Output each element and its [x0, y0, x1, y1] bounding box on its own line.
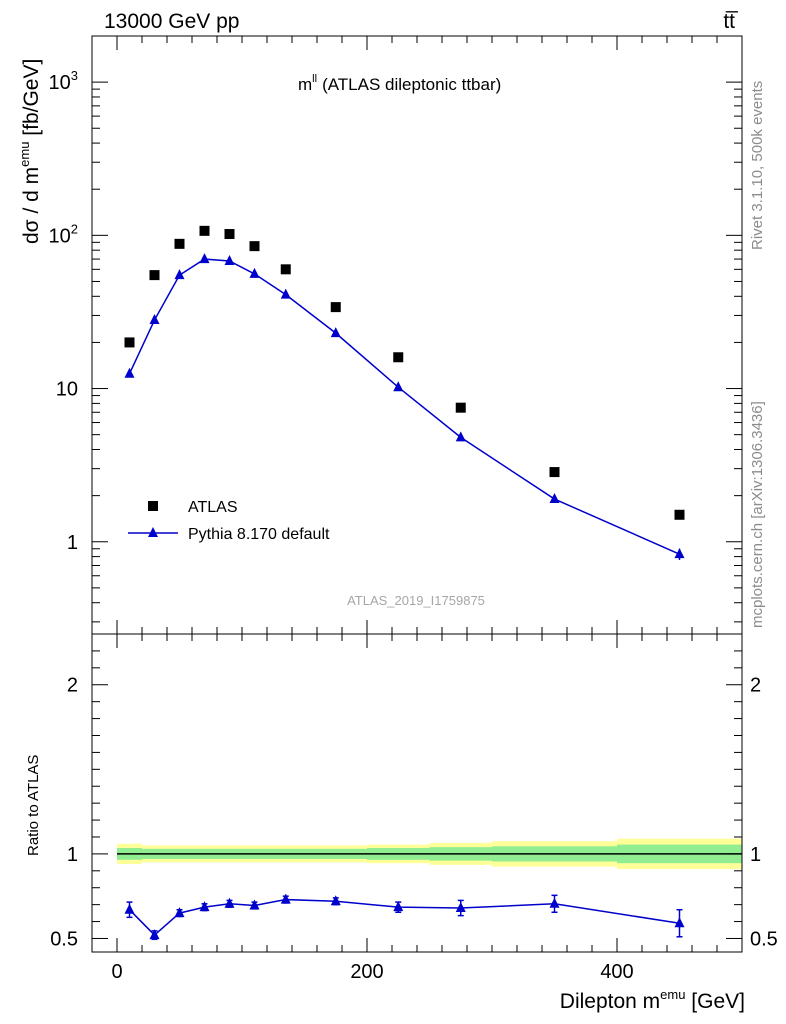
y-tick-label-right: 0.5	[750, 928, 778, 950]
y-tick-label: 0.5	[50, 928, 78, 950]
y-tick-label-right: 2	[750, 675, 761, 697]
data-point-atlas	[330, 302, 341, 313]
bottom-panel-frame	[91, 633, 743, 953]
header-right: tt̅	[723, 10, 739, 33]
data-point-pythia	[149, 314, 160, 325]
data-point-pythia	[330, 327, 341, 338]
data-point-pythia	[249, 267, 260, 278]
y-tick-label: 2	[67, 675, 78, 697]
ratio-point-pythia	[455, 902, 466, 913]
ratio-point-pythia	[549, 897, 560, 908]
data-point-pythia	[280, 288, 291, 299]
chart-title-rest: (ATLAS dileptonic ttbar)	[322, 75, 501, 94]
ratio-point-pythia	[199, 901, 210, 912]
data-point-atlas	[149, 270, 160, 281]
x-axis-label-main: Dilepton m	[560, 990, 660, 1013]
top-y-axis-label-rest: [fb/GeV]	[20, 59, 43, 142]
data-point-atlas	[280, 264, 291, 275]
ratio-line-pythia	[128, 898, 680, 937]
watermark: ATLAS_2019_I1759875	[347, 593, 485, 608]
legend-marker-atlas	[148, 501, 158, 511]
top-panel-frame	[91, 35, 743, 635]
data-point-pythia	[455, 431, 466, 442]
bottom-y-axis-label: Ratio to ATLAS	[25, 755, 42, 856]
data-point-pythia	[174, 269, 185, 280]
legend-label-pythia: Pythia 8.170 default	[188, 526, 330, 543]
ratio-panel: 0 200 400 0.5 0.5 1 1 2 2	[50, 633, 778, 983]
x-tick-label: 200	[350, 961, 383, 983]
data-point-atlas	[249, 241, 260, 252]
side-text-top: Rivet 3.1.10, 500k events	[749, 81, 766, 250]
side-text-bottom: mcplots.cern.ch [arXiv:1306.3436]	[749, 401, 766, 628]
ratio-point-pythia	[330, 895, 341, 906]
data-point-atlas	[174, 238, 185, 249]
chart-title: mll (ATLAS dileptonic ttbar)	[298, 73, 501, 94]
data-point-pythia	[224, 254, 235, 265]
data-point-atlas	[224, 229, 235, 240]
data-point-atlas	[549, 467, 560, 478]
ratio-point-pythia	[280, 893, 291, 904]
data-point-atlas	[199, 225, 210, 236]
data-point-pythia	[199, 253, 210, 264]
x-axis-label-sup: emu	[660, 987, 685, 1002]
data-point-pythia	[674, 548, 685, 559]
y-tick-label: 103	[49, 68, 78, 94]
y-tick-label-right: 1	[750, 844, 761, 866]
data-point-pythia	[393, 381, 404, 392]
legend-label-atlas: ATLAS	[188, 499, 238, 516]
chart-title-sup: ll	[312, 73, 317, 85]
y-tick-label: 10	[56, 379, 78, 401]
top-y-axis-label-sup: emu	[17, 142, 32, 167]
chart-title-main: m	[298, 75, 312, 94]
ratio-point-pythia	[174, 907, 185, 918]
ratio-point-pythia	[124, 903, 135, 914]
y-tick-label: 1	[67, 532, 78, 554]
ratio-point-pythia	[249, 899, 260, 910]
legend-marker-pythia	[148, 527, 158, 537]
data-point-pythia	[549, 493, 560, 504]
series-line-pythia	[128, 258, 680, 555]
x-axis-label-rest: [GeV]	[685, 990, 745, 1013]
ratio-point-pythia	[393, 901, 404, 912]
header-left: 13000 GeV pp	[104, 10, 239, 33]
data-point-atlas	[393, 352, 404, 363]
ratio-point-pythia	[149, 929, 160, 940]
main-panel: 1 10 102 103	[49, 35, 743, 648]
x-tick-label: 0	[111, 961, 122, 983]
ratio-point-pythia	[224, 897, 235, 908]
data-point-atlas	[674, 509, 685, 520]
top-y-axis-label-main: dσ / d m	[20, 167, 43, 244]
data-point-atlas	[124, 337, 135, 348]
y-tick-label: 102	[49, 221, 78, 247]
ratio-point-pythia	[674, 917, 685, 928]
data-point-pythia	[124, 367, 135, 378]
y-tick-label: 1	[67, 844, 78, 866]
x-axis-label: Dilepton memu [GeV]	[560, 987, 745, 1013]
top-y-axis-label: dσ / d memu [fb/GeV]	[17, 59, 43, 244]
legend: ATLAS Pythia 8.170 default	[128, 499, 330, 543]
x-tick-label: 400	[600, 961, 633, 983]
data-point-atlas	[455, 402, 466, 413]
